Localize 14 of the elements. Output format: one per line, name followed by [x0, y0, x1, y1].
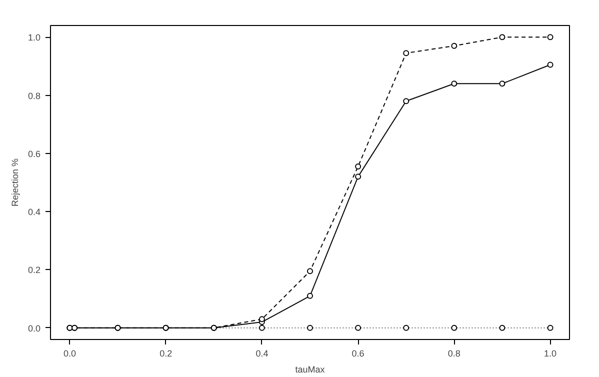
- x-tick-label: 0.6: [352, 348, 364, 358]
- x-tick-label: 1.0: [544, 348, 557, 358]
- x-tick-label: 0.8: [448, 348, 460, 358]
- y-tick-label: 0.6: [28, 148, 41, 159]
- y-tick-label: 1.0: [28, 32, 41, 43]
- y-tick-label: 0.4: [28, 207, 41, 218]
- y-axis-title: Rejection %: [10, 158, 20, 207]
- x-tick-label: 0.0: [63, 348, 76, 358]
- y-tick-label: 0.8: [28, 90, 41, 101]
- y-tick-label: 0.2: [28, 265, 41, 276]
- x-tick-label: 0.2: [160, 348, 172, 358]
- x-tick-label: 0.4: [256, 348, 268, 358]
- x-axis-title: tauMax: [295, 364, 326, 374]
- y-tick-label: 0.0: [28, 323, 41, 334]
